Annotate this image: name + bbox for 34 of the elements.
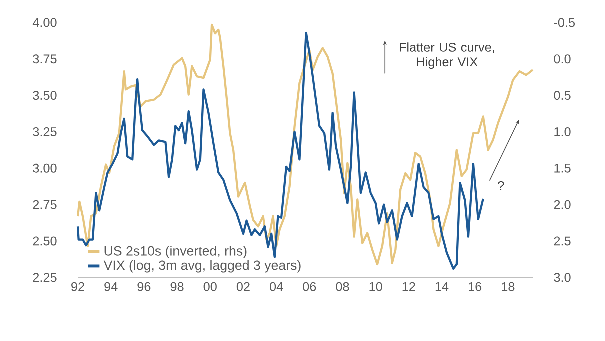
y2-tick-label: -0.5: [554, 18, 576, 28]
x-tick-label: 18: [502, 282, 515, 292]
x-tick-label: 08: [336, 282, 350, 292]
x-tick-label: 10: [370, 282, 382, 292]
y-tick-label: 3.50: [33, 91, 57, 100]
x-tick-label: 94: [104, 282, 118, 292]
legend-label: VIX (log, 3m avg, lagged 3 years): [104, 260, 301, 273]
x-tick-label: 14: [436, 282, 449, 292]
y-tick-label: 2.75: [33, 200, 57, 210]
y2-tick-label: 2.0: [554, 200, 571, 210]
annotation: Flatter US curve, Higher VIX: [400, 42, 494, 70]
y-tick-label: 3.75: [33, 54, 57, 64]
y2-tick-label: 1.5: [554, 164, 571, 173]
y-tick-label: 4.00: [32, 18, 57, 28]
legend-label: US 2s10s (inverted, rhs): [104, 246, 247, 258]
x-tick-label: 12: [402, 282, 416, 292]
x-tick-label: 02: [236, 282, 250, 292]
x-tick-label: 96: [138, 282, 151, 292]
x-tick-label: 06: [303, 282, 316, 292]
y2-tick-label: 1.0: [554, 128, 571, 136]
y-tick-label: 2.50: [33, 236, 57, 246]
x-tick-label: 16: [469, 282, 482, 292]
x-tick-label: 04: [270, 282, 284, 292]
y-tick-label: 2.25: [33, 273, 57, 282]
y-tick-label: 3.25: [33, 127, 57, 136]
y2-tick-label: 0.0: [554, 54, 571, 64]
annotation: ?: [498, 181, 504, 190]
x-tick-label: 00: [204, 282, 217, 292]
y2-tick-label: 2.5: [554, 236, 571, 246]
x-tick-label: 92: [72, 282, 84, 292]
y2-tick-label: 3.0: [554, 273, 571, 282]
y-tick-label: 3.00: [33, 164, 57, 173]
x-tick-label: 98: [170, 282, 184, 292]
y2-tick-label: 0.5: [554, 91, 571, 100]
